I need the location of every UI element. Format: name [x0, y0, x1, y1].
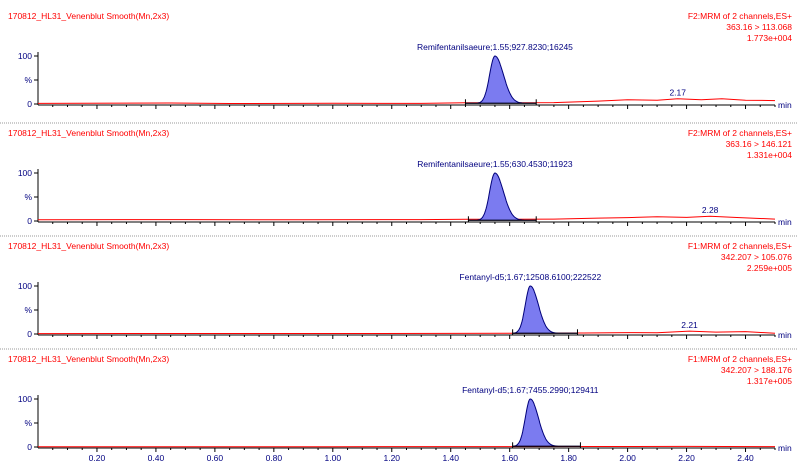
peak-label: Remifentanilsaeure;1.55;630.4530;11923 [417, 159, 573, 169]
panel-intensity: 2.259e+005 [747, 263, 792, 273]
panel-intensity: 1.331e+004 [747, 150, 792, 160]
panel-function: F1:MRM of 2 channels,ES+ [688, 354, 792, 364]
y-tick-label: % [24, 75, 32, 85]
x-tick-label: 1.20 [383, 453, 400, 461]
panel-sample-name: 170812_HL31_Venenblut Smooth(Mn,2x3) [8, 354, 169, 364]
x-tick-label: 0.80 [266, 453, 283, 461]
x-unit-label: min [778, 100, 792, 110]
y-tick-label: % [24, 418, 32, 428]
x-tick-label: 2.20 [678, 453, 695, 461]
x-tick-label: 0.60 [207, 453, 224, 461]
x-tick-label: 1.00 [325, 453, 342, 461]
panel-sample-name: 170812_HL31_Venenblut Smooth(Mn,2x3) [8, 241, 169, 251]
y-tick-label: 100 [18, 281, 32, 291]
panel-sample-name: 170812_HL31_Venenblut Smooth(Mn,2x3) [8, 11, 169, 21]
panel-sample-name: 170812_HL31_Venenblut Smooth(Mn,2x3) [8, 128, 169, 138]
chromatogram-trace [37, 215, 776, 221]
x-tick-label: 2.40 [737, 453, 754, 461]
x-unit-label: min [778, 330, 792, 340]
integrated-peak [468, 172, 537, 221]
x-tick-label: 2.00 [619, 453, 636, 461]
x-tick-label: 1.60 [501, 453, 518, 461]
y-tick-label: 100 [18, 168, 32, 178]
panel-function: F1:MRM of 2 channels,ES+ [688, 241, 792, 251]
x-tick-label: 1.80 [560, 453, 577, 461]
y-tick-label: 0 [27, 99, 32, 109]
panel-intensity: 1.773e+004 [747, 33, 792, 43]
x-tick-label: 1.40 [442, 453, 459, 461]
panel-transition: 363.16 > 146.121 [726, 139, 793, 149]
chromatogram-trace [37, 330, 776, 335]
x-unit-label: min [778, 217, 792, 227]
panel-transition: 342.207 > 188.176 [721, 365, 792, 375]
y-tick-label: 0 [27, 442, 32, 452]
peak-label: Fentanyl-d5;1.67;7455.2990;129411 [462, 385, 599, 395]
y-tick-label: 100 [18, 394, 32, 404]
peak-label: Remifentanilsaeure;1.55;927.8230;16245 [417, 42, 573, 52]
y-tick-label: % [24, 192, 32, 202]
integrated-peak [512, 285, 578, 334]
panel-intensity: 1.317e+005 [747, 376, 792, 386]
integrated-peak [465, 55, 537, 104]
minor-peak-label: 2.17 [669, 88, 686, 98]
minor-peak-label: 2.21 [681, 320, 698, 330]
chromatogram-trace [37, 98, 776, 105]
panel-transition: 342.207 > 105.076 [721, 252, 792, 262]
minor-peak-label: 2.28 [702, 205, 719, 215]
y-tick-label: 0 [27, 329, 32, 339]
x-tick-label: 0.20 [89, 453, 106, 461]
x-unit-label: min [778, 443, 792, 453]
y-tick-label: % [24, 305, 32, 315]
panel-function: F2:MRM of 2 channels,ES+ [688, 11, 792, 21]
panel-transition: 363.16 > 113.068 [726, 22, 792, 32]
peak-label: Fentanyl-d5;1.67;12508.6100;222522 [459, 272, 601, 282]
panel-function: F2:MRM of 2 channels,ES+ [688, 128, 792, 138]
y-tick-label: 0 [27, 216, 32, 226]
y-tick-label: 100 [18, 51, 32, 61]
x-tick-label: 0.40 [148, 453, 165, 461]
integrated-peak [512, 398, 581, 447]
